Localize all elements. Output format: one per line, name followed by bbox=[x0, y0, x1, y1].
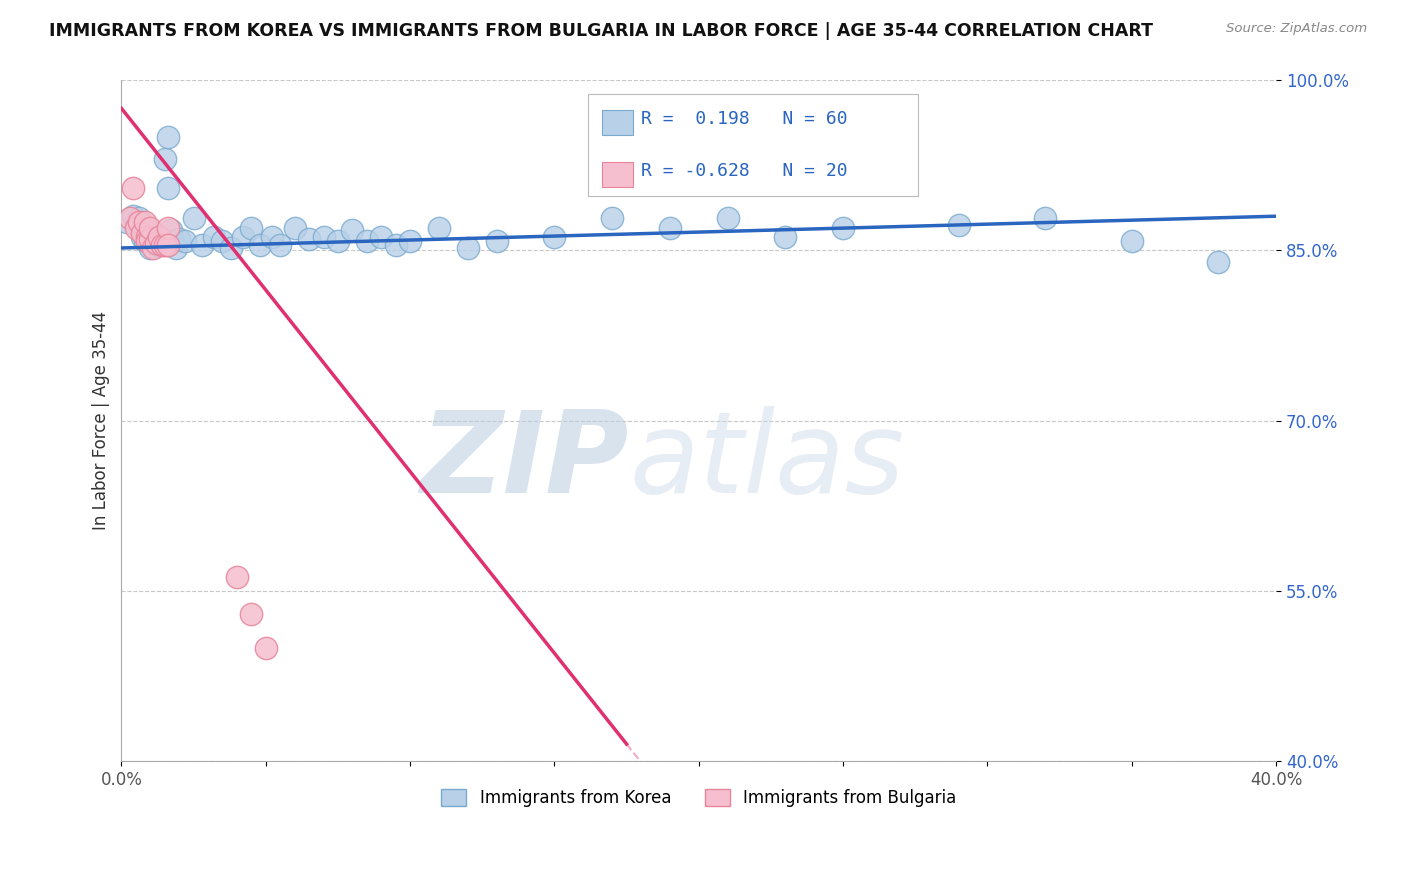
Y-axis label: In Labor Force | Age 35-44: In Labor Force | Age 35-44 bbox=[93, 311, 110, 530]
Point bbox=[131, 220, 153, 235]
Point bbox=[249, 237, 271, 252]
Point bbox=[543, 229, 565, 244]
Point bbox=[269, 237, 291, 252]
Point bbox=[136, 232, 159, 246]
Point bbox=[162, 234, 184, 248]
Point bbox=[148, 229, 170, 244]
Point bbox=[139, 220, 162, 235]
Point bbox=[225, 570, 247, 584]
Point bbox=[156, 181, 179, 195]
Point bbox=[658, 220, 681, 235]
Point bbox=[150, 234, 173, 248]
Point bbox=[128, 215, 150, 229]
Point bbox=[240, 220, 263, 235]
Point bbox=[342, 223, 364, 237]
Point bbox=[191, 237, 214, 252]
Point bbox=[139, 232, 162, 246]
Text: ZIP: ZIP bbox=[420, 406, 630, 516]
Point bbox=[148, 237, 170, 252]
Point bbox=[153, 237, 176, 252]
Point bbox=[240, 607, 263, 621]
Point bbox=[153, 153, 176, 167]
Point bbox=[115, 215, 138, 229]
Point bbox=[142, 226, 165, 240]
Text: atlas: atlas bbox=[630, 406, 904, 516]
Point bbox=[125, 220, 148, 235]
Point bbox=[165, 241, 187, 255]
Point bbox=[142, 234, 165, 248]
Point bbox=[174, 234, 197, 248]
Point bbox=[775, 229, 797, 244]
Point bbox=[145, 236, 167, 251]
Point bbox=[399, 234, 422, 248]
Legend: Immigrants from Korea, Immigrants from Bulgaria: Immigrants from Korea, Immigrants from B… bbox=[434, 782, 963, 814]
Point bbox=[1121, 234, 1143, 248]
Point bbox=[284, 220, 307, 235]
Point bbox=[125, 219, 148, 233]
Point bbox=[134, 225, 156, 239]
Point bbox=[356, 234, 378, 248]
Point bbox=[832, 220, 855, 235]
Point bbox=[384, 237, 406, 252]
Point bbox=[122, 181, 145, 195]
Point bbox=[254, 640, 277, 655]
Point bbox=[139, 232, 162, 246]
Point bbox=[948, 219, 970, 233]
Text: Source: ZipAtlas.com: Source: ZipAtlas.com bbox=[1226, 22, 1367, 36]
Point bbox=[457, 241, 479, 255]
Point bbox=[136, 234, 159, 248]
Point bbox=[131, 226, 153, 240]
Point bbox=[120, 211, 142, 226]
Point bbox=[1208, 254, 1230, 268]
Point bbox=[134, 215, 156, 229]
Point bbox=[370, 229, 392, 244]
Point bbox=[139, 223, 162, 237]
Point bbox=[139, 241, 162, 255]
Point bbox=[122, 209, 145, 223]
Point bbox=[145, 229, 167, 244]
Point bbox=[156, 220, 179, 235]
Point bbox=[312, 229, 335, 244]
Point bbox=[298, 232, 321, 246]
Point bbox=[159, 223, 181, 237]
Point bbox=[326, 234, 349, 248]
Point bbox=[1033, 211, 1056, 226]
Point bbox=[134, 234, 156, 248]
Point bbox=[485, 234, 508, 248]
Point bbox=[136, 229, 159, 244]
Point bbox=[183, 211, 205, 226]
Point bbox=[148, 229, 170, 244]
Point bbox=[211, 234, 233, 248]
Text: R = -0.628   N = 20: R = -0.628 N = 20 bbox=[641, 161, 848, 179]
Text: R =  0.198   N = 60: R = 0.198 N = 60 bbox=[641, 111, 848, 128]
Point bbox=[232, 229, 254, 244]
Point bbox=[145, 237, 167, 252]
Point bbox=[427, 220, 450, 235]
Point bbox=[167, 232, 190, 246]
Text: IMMIGRANTS FROM KOREA VS IMMIGRANTS FROM BULGARIA IN LABOR FORCE | AGE 35-44 COR: IMMIGRANTS FROM KOREA VS IMMIGRANTS FROM… bbox=[49, 22, 1153, 40]
Point bbox=[156, 129, 179, 144]
Point bbox=[150, 237, 173, 252]
Point bbox=[131, 229, 153, 244]
Point bbox=[142, 241, 165, 255]
Point bbox=[128, 211, 150, 226]
Point bbox=[717, 211, 740, 226]
Point bbox=[156, 237, 179, 252]
Point bbox=[219, 241, 242, 255]
Point bbox=[136, 223, 159, 237]
Point bbox=[260, 229, 283, 244]
Point bbox=[202, 229, 225, 244]
Point bbox=[600, 211, 623, 226]
